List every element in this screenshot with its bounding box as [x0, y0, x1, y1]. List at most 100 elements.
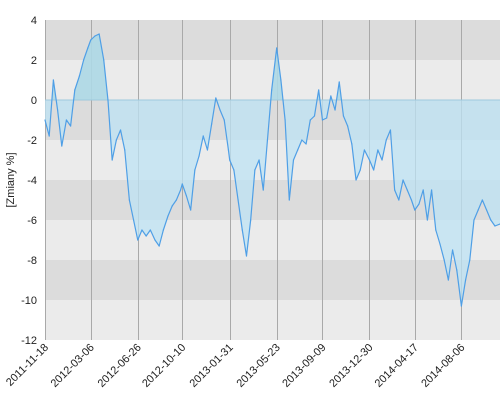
data-point: [52, 79, 54, 81]
background-band: [45, 220, 500, 260]
data-point: [48, 135, 50, 137]
data-point: [359, 169, 361, 171]
data-point: [447, 279, 449, 281]
background-band: [45, 300, 500, 340]
data-point: [418, 203, 420, 205]
data-point: [276, 47, 278, 49]
data-point: [351, 143, 353, 145]
data-point: [330, 95, 332, 97]
data-point: [61, 145, 63, 147]
data-point: [94, 35, 96, 37]
data-point: [301, 139, 303, 141]
data-point: [402, 179, 404, 181]
data-point: [321, 119, 324, 121]
x-tick-label: 2012-03-06: [49, 342, 97, 390]
data-point: [363, 149, 366, 151]
y-axis-title: [Zmiany %]: [5, 152, 17, 207]
data-point: [65, 119, 68, 121]
data-point: [373, 169, 375, 171]
data-point: [254, 169, 256, 171]
x-tick-label: 2014-08-06: [419, 342, 467, 390]
series-lines: [44, 33, 500, 307]
data-point: [266, 139, 269, 141]
data-point: [297, 149, 299, 151]
y-tick-label: -2: [27, 135, 37, 147]
data-point: [422, 189, 424, 191]
data-point: [481, 199, 483, 201]
data-point: [435, 229, 437, 231]
data-point: [162, 229, 164, 231]
data-point: [128, 199, 130, 201]
data-point: [175, 199, 177, 201]
data-point: [233, 169, 235, 171]
data-point: [250, 219, 252, 221]
y-tick-label: 2: [31, 55, 37, 67]
data-point: [185, 195, 188, 197]
data-point: [326, 117, 328, 119]
data-point: [469, 259, 471, 261]
series-line: [44, 33, 500, 307]
data-point: [237, 199, 239, 201]
x-tick-label: 2013-12-30: [327, 342, 375, 390]
y-tick-label: -10: [21, 295, 37, 307]
y-tick-label: 4: [31, 15, 37, 27]
data-point: [258, 159, 260, 161]
data-point: [368, 159, 371, 161]
data-point: [347, 125, 349, 127]
data-point: [154, 239, 156, 241]
data-point: [451, 249, 454, 251]
data-point: [443, 259, 445, 261]
data-point: [309, 119, 311, 121]
y-tick-label: -4: [27, 175, 37, 187]
data-point: [381, 159, 383, 161]
data-point: [103, 59, 105, 61]
data-point: [456, 269, 458, 271]
data-point: [305, 143, 307, 145]
data-point: [111, 159, 113, 161]
y-tick-label: 0: [31, 95, 37, 107]
x-axis-tick-labels: 2011-11-182012-03-062012-06-262012-10-10…: [4, 342, 468, 390]
data-point: [90, 39, 92, 41]
data-point: [485, 209, 488, 211]
data-point: [494, 225, 496, 227]
data-point: [198, 155, 200, 157]
y-tick-label: -6: [27, 215, 37, 227]
data-point: [229, 159, 231, 161]
data-point: [56, 109, 59, 111]
data-point: [271, 89, 273, 91]
data-point: [115, 139, 117, 141]
data-point: [394, 189, 396, 191]
data-point: [398, 199, 400, 201]
x-tick-label: 2011-11-18: [4, 342, 51, 389]
x-tick-label: 2013-01-31: [188, 342, 236, 390]
x-tick-label: 2013-05-23: [235, 342, 283, 390]
data-point: [241, 229, 243, 231]
data-point: [460, 305, 462, 307]
data-point: [473, 219, 475, 221]
data-point: [355, 179, 357, 181]
data-point: [98, 33, 100, 35]
data-point: [262, 189, 264, 191]
data-point: [389, 129, 392, 131]
data-point: [145, 235, 147, 237]
background-band: [45, 20, 500, 60]
data-point: [464, 279, 467, 281]
data-point: [223, 119, 225, 121]
data-point: [211, 123, 213, 125]
data-point: [227, 149, 230, 151]
data-point: [78, 75, 81, 77]
data-point: [430, 189, 433, 191]
y-tick-label: -12: [21, 335, 37, 347]
data-point: [167, 215, 169, 217]
area-fill-negative: [45, 100, 500, 306]
data-point: [190, 209, 192, 211]
data-point: [477, 209, 479, 211]
y-axis-tick-labels: 4 2 0 -2 -4 -6 -8 -10 -12: [21, 15, 37, 347]
data-point: [490, 219, 492, 221]
x-tick-label: 2012-06-26: [96, 342, 144, 390]
data-point: [202, 135, 204, 137]
data-point: [377, 149, 379, 151]
data-point: [313, 115, 316, 117]
data-point: [426, 219, 428, 221]
data-point: [181, 183, 183, 185]
